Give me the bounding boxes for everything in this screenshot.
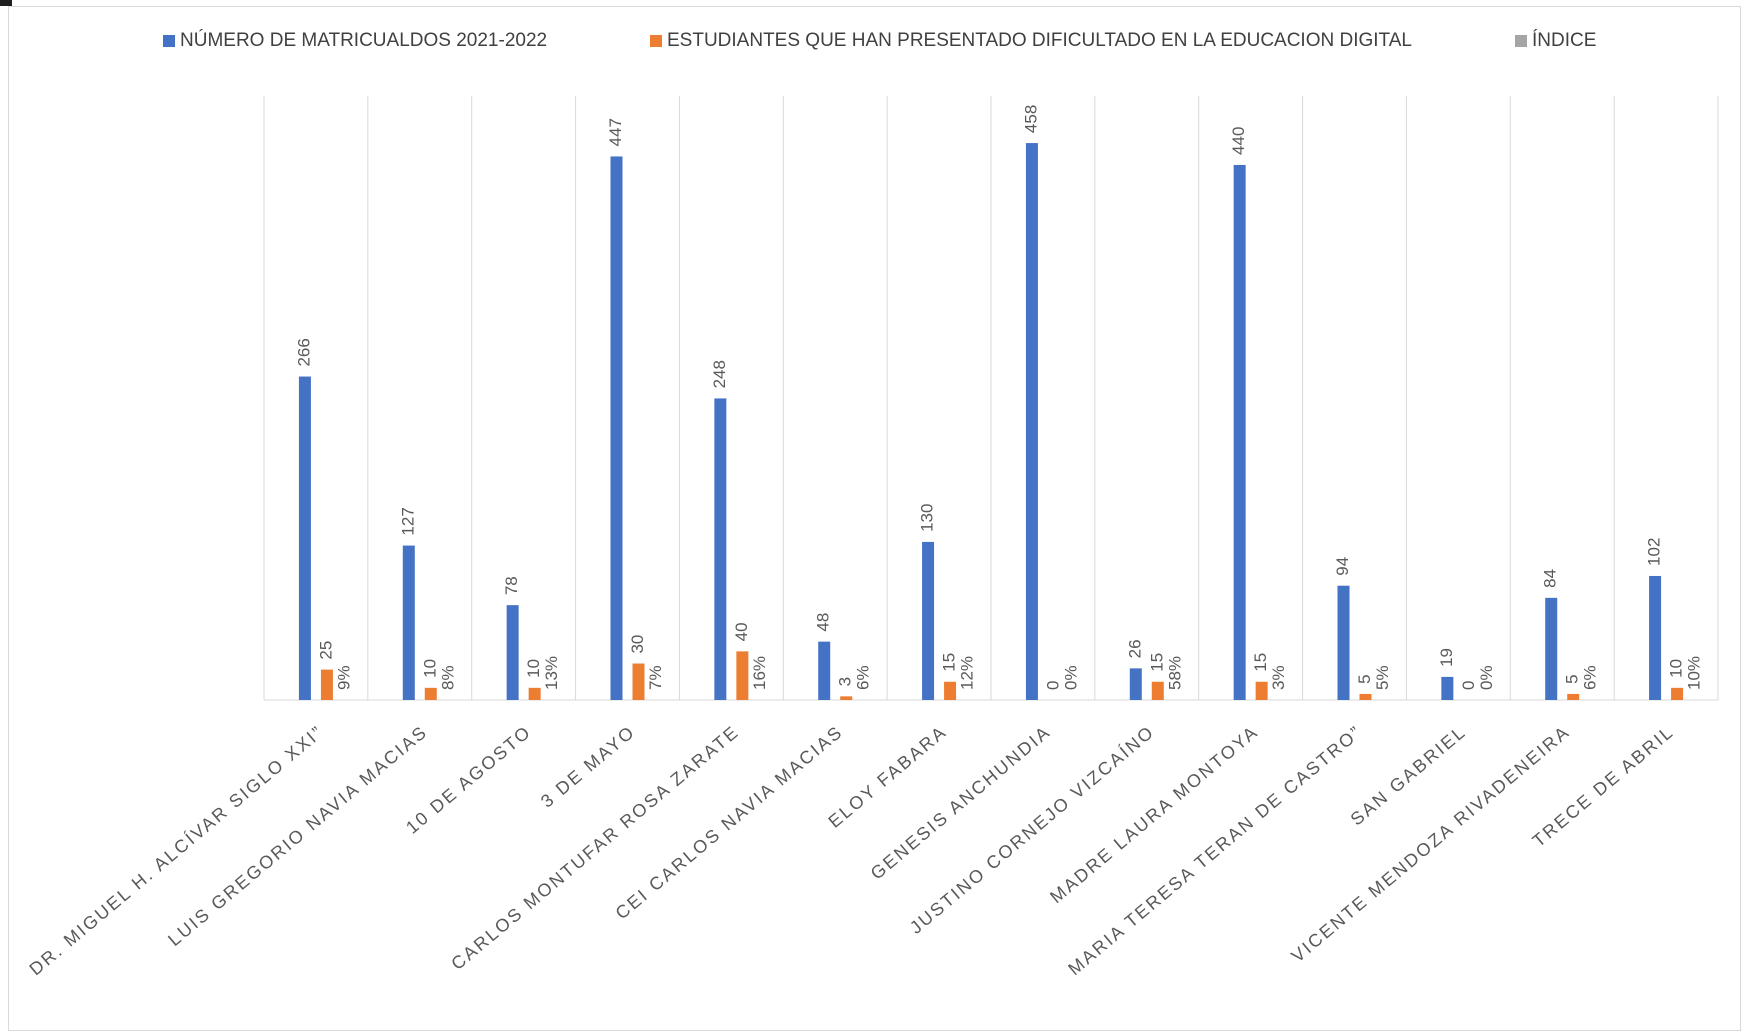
data-label-matriculados: 440 <box>1229 127 1248 155</box>
data-label-indice: 7% <box>646 665 665 690</box>
data-label-indice: 16% <box>750 656 769 690</box>
data-label-indice: 6% <box>1581 665 1600 690</box>
bar-matriculados <box>1025 143 1038 700</box>
data-label-indice: 6% <box>854 665 873 690</box>
data-label-matriculados: 94 <box>1333 557 1352 576</box>
bar-dificultad <box>1359 693 1372 700</box>
category-label: GENESIS ANCHUNDIA <box>867 721 1055 883</box>
data-label-indice: 0% <box>1477 665 1496 690</box>
legend-swatch-gray <box>1515 35 1527 47</box>
data-label-matriculados: 248 <box>710 360 729 388</box>
data-label-dificultad: 5 <box>1563 674 1582 683</box>
bar-matriculados <box>402 545 415 700</box>
bar-matriculados <box>922 541 935 700</box>
bar-dificultad <box>736 651 749 700</box>
bar-matriculados <box>298 376 311 700</box>
data-label-indice: 10% <box>1685 656 1704 690</box>
bar-matriculados <box>1545 597 1558 700</box>
bar-matriculados <box>714 398 727 700</box>
category-label: MADRE LAURA MONTOYA <box>1046 721 1262 907</box>
data-label-matriculados: 127 <box>398 507 417 535</box>
bar-matriculados <box>818 641 831 700</box>
data-label-matriculados: 266 <box>294 338 313 366</box>
bar-dificultad <box>632 663 645 700</box>
data-label-indice: 8% <box>438 665 457 690</box>
bar-dificultad <box>528 687 541 700</box>
category-label: 3 DE MAYO <box>537 721 639 811</box>
data-label-dificultad: 5 <box>1355 674 1374 683</box>
legend-item-matriculados: NÚMERO DE MATRICUALDOS 2021-2022 <box>163 30 547 52</box>
data-label-indice: 3% <box>1269 665 1288 690</box>
data-label-indice: 58% <box>1165 656 1184 690</box>
bar-dificultad <box>840 696 853 700</box>
bar-dificultad <box>320 669 333 700</box>
legend-swatch-orange <box>650 35 662 47</box>
bar-dificultad <box>1671 687 1684 700</box>
data-label-matriculados: 26 <box>1125 639 1144 658</box>
data-label-matriculados: 458 <box>1021 105 1040 133</box>
data-label-dificultad: 0 <box>1459 681 1478 690</box>
data-label-dificultad: 15 <box>1251 653 1270 672</box>
data-label-matriculados: 19 <box>1437 648 1456 667</box>
legend-label-matriculados: NÚMERO DE MATRICUALDOS 2021-2022 <box>180 30 548 51</box>
data-label-dificultad: 10 <box>524 659 543 678</box>
legend-item-dificultad: ESTUDIANTES QUE HAN PRESENTADO DIFICULTA… <box>650 30 1412 52</box>
bar-dificultad <box>1255 681 1268 700</box>
legend-swatch-blue <box>163 35 175 47</box>
chart-legend: NÚMERO DE MATRICUALDOS 2021-2022 ESTUDIA… <box>0 30 1745 60</box>
bar-matriculados <box>1337 585 1350 700</box>
data-label-indice: 12% <box>958 656 977 690</box>
data-label-dificultad: 15 <box>940 653 959 672</box>
data-label-dificultad: 30 <box>628 635 647 654</box>
category-label: CEI CARLOS NAVIA MACIAS <box>612 721 847 923</box>
bar-dificultad <box>944 681 957 700</box>
bar-matriculados <box>506 605 519 700</box>
legend-label-dificultad: ESTUDIANTES QUE HAN PRESENTADO DIFICULTA… <box>667 30 1412 51</box>
data-label-indice: 5% <box>1373 665 1392 690</box>
data-label-indice: 9% <box>334 665 353 690</box>
bar-matriculados <box>610 156 623 700</box>
chart-frame <box>8 6 1741 1031</box>
bar-dificultad <box>1567 693 1580 700</box>
data-label-matriculados: 78 <box>502 576 521 595</box>
data-label-indice: 0% <box>1061 665 1080 690</box>
data-label-dificultad: 15 <box>1147 653 1166 672</box>
bar-dificultad <box>1151 681 1164 700</box>
data-label-dificultad: 0 <box>1043 681 1062 690</box>
data-label-matriculados: 48 <box>814 613 833 632</box>
legend-label-indice: ÍNDICE <box>1532 30 1597 51</box>
bar-matriculados <box>1441 676 1454 700</box>
cropped-title-fragment <box>0 0 12 6</box>
data-label-dificultad: 40 <box>732 622 751 641</box>
data-label-indice: 13% <box>542 656 561 690</box>
data-label-dificultad: 10 <box>1667 659 1686 678</box>
data-label-dificultad: 3 <box>836 677 855 686</box>
legend-item-indice: ÍNDICE <box>1515 30 1596 52</box>
data-label-matriculados: 102 <box>1645 538 1664 566</box>
data-label-matriculados: 447 <box>606 118 625 146</box>
bar-dificultad <box>424 687 437 700</box>
data-label-dificultad: 10 <box>420 659 439 678</box>
data-label-matriculados: 84 <box>1541 569 1560 588</box>
bar-matriculados <box>1649 575 1662 700</box>
data-label-dificultad: 25 <box>316 641 335 660</box>
bar-matriculados <box>1129 668 1142 700</box>
bar-matriculados <box>1233 164 1246 700</box>
data-label-matriculados: 130 <box>918 504 937 532</box>
